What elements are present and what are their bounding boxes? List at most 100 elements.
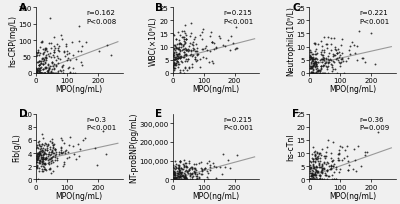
Point [42,49,48,52]
Point [66,59,73,62]
Point [58,147,64,150]
Point [318,65,324,68]
Point [37,67,44,70]
Point [50,155,56,158]
Point [309,62,316,66]
Point [193,50,199,54]
Point [180,164,187,167]
Point [52,147,58,151]
Point [174,175,180,179]
Point [60,72,66,75]
Point [182,162,189,165]
Point [322,62,328,65]
Point [173,51,179,55]
Point [64,59,70,63]
Point [174,54,180,57]
Point [199,38,205,42]
Point [306,55,313,59]
Point [319,72,325,75]
Point [173,48,179,51]
Point [307,65,314,69]
Point [308,67,314,70]
Point [198,172,204,176]
Point [319,169,326,172]
Point [320,58,326,62]
Point [40,157,46,160]
Point [345,160,351,163]
Point [37,60,43,63]
Point [306,178,313,181]
Point [182,172,188,176]
Point [40,146,46,150]
Point [181,178,187,181]
Point [347,45,353,49]
Point [328,152,334,155]
Point [333,49,339,52]
Point [36,54,42,57]
Point [312,155,318,158]
Point [177,58,183,61]
Point [38,72,44,75]
Point [334,52,340,56]
Point [178,37,185,40]
Point [187,54,193,58]
Point [34,70,40,73]
Point [36,152,43,155]
Point [39,41,45,45]
Point [45,161,51,165]
Point [42,61,48,65]
Point [50,143,56,146]
Point [203,46,209,49]
Point [171,51,178,54]
Point [310,173,317,176]
Point [40,158,46,161]
Point [176,169,182,173]
Point [38,72,44,75]
Point [310,178,316,181]
Point [182,60,188,63]
Point [76,155,82,158]
Point [344,169,351,172]
Point [42,72,48,75]
Point [48,69,55,72]
Point [170,55,176,59]
Point [42,67,48,70]
Point [184,50,191,53]
Point [38,72,44,75]
Point [311,166,317,169]
Point [83,41,90,44]
Point [309,58,316,61]
Point [319,170,326,174]
Point [174,171,181,175]
Point [40,63,46,66]
Point [217,165,224,169]
Point [345,57,351,60]
Point [62,152,68,155]
Point [184,166,190,169]
Point [180,45,186,48]
Point [308,178,314,181]
Point [47,153,54,156]
Point [188,32,195,35]
Point [42,162,48,165]
Point [327,156,334,160]
Point [82,137,88,140]
Point [172,165,179,168]
Point [320,72,326,75]
Point [321,49,328,53]
Point [176,48,182,51]
Point [181,163,188,166]
Point [42,142,48,145]
Point [310,175,316,178]
Point [308,56,314,59]
Point [183,49,190,52]
Point [207,35,214,39]
Point [44,63,51,66]
Point [318,64,324,68]
Point [322,62,329,65]
Point [53,65,60,68]
Point [171,59,177,63]
Point [178,166,185,170]
Point [319,178,325,181]
Point [174,61,181,64]
